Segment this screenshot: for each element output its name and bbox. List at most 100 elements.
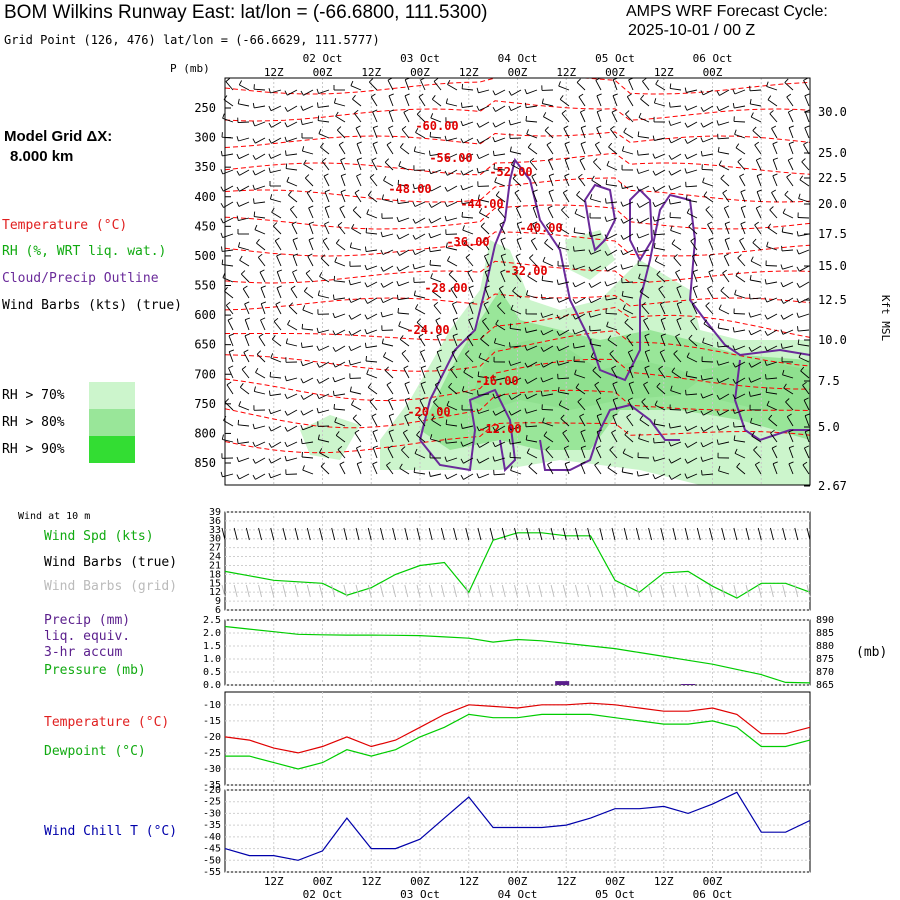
wind-barb xyxy=(701,361,714,363)
wind-barb xyxy=(671,243,682,251)
wind-barb xyxy=(593,161,602,171)
wind-barb-flag xyxy=(626,413,631,418)
wind-barb xyxy=(372,431,378,443)
wind-barb-flag xyxy=(668,423,671,429)
wind-barb xyxy=(446,102,458,107)
wind-barb-flag xyxy=(492,456,495,462)
wind-barb xyxy=(718,377,730,384)
wind-barb-flag xyxy=(500,237,506,241)
wind-barb xyxy=(350,391,362,395)
wind-barb xyxy=(350,361,362,366)
rh90-region xyxy=(700,360,810,410)
wind-barb xyxy=(318,329,330,334)
wind-barb-flag xyxy=(732,89,736,95)
pressure-tick-label: 250 xyxy=(194,101,216,115)
wind-barb-flag xyxy=(380,297,384,303)
wind-barb xyxy=(607,339,618,347)
wind-barb xyxy=(318,409,330,414)
wind-barb-flag xyxy=(418,413,423,418)
wind-barb-flag xyxy=(660,333,666,337)
wind-barb xyxy=(772,463,778,475)
wind-barb xyxy=(369,401,378,411)
wind-barb xyxy=(557,377,570,380)
surface-wind-barb-grid xyxy=(404,584,409,598)
wind-barb-flag xyxy=(653,419,656,425)
day-label-top: 05 Oct xyxy=(595,52,635,65)
wind-barb-flag xyxy=(654,256,658,262)
wind-barb xyxy=(755,159,762,171)
wind-barb-flag xyxy=(722,189,728,194)
wind-barb-flag xyxy=(220,471,223,477)
wind-barb-flag xyxy=(444,153,448,159)
wind-barb-flag xyxy=(252,102,255,108)
wind-barb-flag xyxy=(332,362,336,368)
wind-barb xyxy=(482,320,490,331)
wind-barb xyxy=(302,105,314,111)
surface-wind-barb xyxy=(392,527,397,541)
wind-barb xyxy=(686,375,698,379)
wind-barb-flag xyxy=(750,256,754,262)
wind-barb-flag xyxy=(765,387,768,393)
wind-barb xyxy=(573,360,586,363)
wind-barb xyxy=(238,103,250,107)
wind-barb-flag xyxy=(340,189,346,193)
wind-barb-flag xyxy=(542,417,545,423)
wind-barb-flag xyxy=(300,105,304,111)
wind-barb-flag xyxy=(444,456,448,462)
wind-barb-flag xyxy=(622,448,626,454)
wind-barb-flag xyxy=(796,231,799,237)
wind-barb-flag xyxy=(764,346,768,352)
wind-barb xyxy=(514,272,522,283)
wind-barb-flag xyxy=(753,446,758,451)
wind-barb-flag xyxy=(708,237,714,241)
wind-barb xyxy=(302,361,314,367)
wind-barb-flag xyxy=(444,170,448,176)
wind-barb xyxy=(286,457,298,462)
dewpoint-label: Dewpoint (°C) xyxy=(44,744,146,759)
wind-barb-flag xyxy=(244,333,250,337)
wind-barb xyxy=(638,185,650,192)
wind-barb xyxy=(547,464,554,475)
wind-barb-flag xyxy=(652,170,656,176)
wind-barb xyxy=(574,231,586,235)
wind-barb xyxy=(718,121,730,126)
wind-barb-flag xyxy=(563,189,568,193)
wind-barb-flag xyxy=(548,157,554,161)
wind-barb xyxy=(558,281,570,285)
panel-tick-label: -35 xyxy=(203,780,221,791)
wind-barb-flag xyxy=(462,225,465,231)
wind-barb-flag xyxy=(768,414,773,420)
wind-barb-flag xyxy=(670,225,673,231)
pressure-tick-label: 890 xyxy=(816,615,834,626)
wind-barb-flag xyxy=(370,93,376,98)
wind-barb-flag xyxy=(332,376,336,382)
legend-wind-barbs: Wind Barbs (kts) (true) xyxy=(2,298,183,313)
wind-barb-flag xyxy=(236,438,239,444)
wind-barb-flag xyxy=(528,462,533,467)
wind-barb-flag xyxy=(780,314,784,320)
wind-barb xyxy=(351,313,362,320)
wind-barb-flag xyxy=(782,208,786,214)
wind-barb-flag xyxy=(292,237,298,241)
wind-barb xyxy=(510,327,522,331)
wind-barb xyxy=(463,473,474,480)
wind-barb xyxy=(238,153,250,160)
wind-barb-flag xyxy=(401,125,407,130)
wind-barb xyxy=(660,335,666,347)
wind-barb xyxy=(788,447,794,459)
wind-barb xyxy=(623,233,634,240)
wind-barb xyxy=(639,217,650,224)
wind-barb-flag xyxy=(463,367,467,373)
wind-barb xyxy=(479,441,490,448)
wind-barb xyxy=(512,178,522,187)
wind-barb xyxy=(398,201,410,205)
wind-barb-flag xyxy=(718,465,721,471)
wind-barb-flag xyxy=(468,285,474,289)
wind-barb xyxy=(671,371,682,379)
wind-barb-flag xyxy=(224,398,230,403)
wind-barb xyxy=(404,79,410,91)
wind-barb-flag xyxy=(658,285,664,290)
wind-barb-flag xyxy=(445,438,447,444)
wind-barb xyxy=(770,432,778,443)
